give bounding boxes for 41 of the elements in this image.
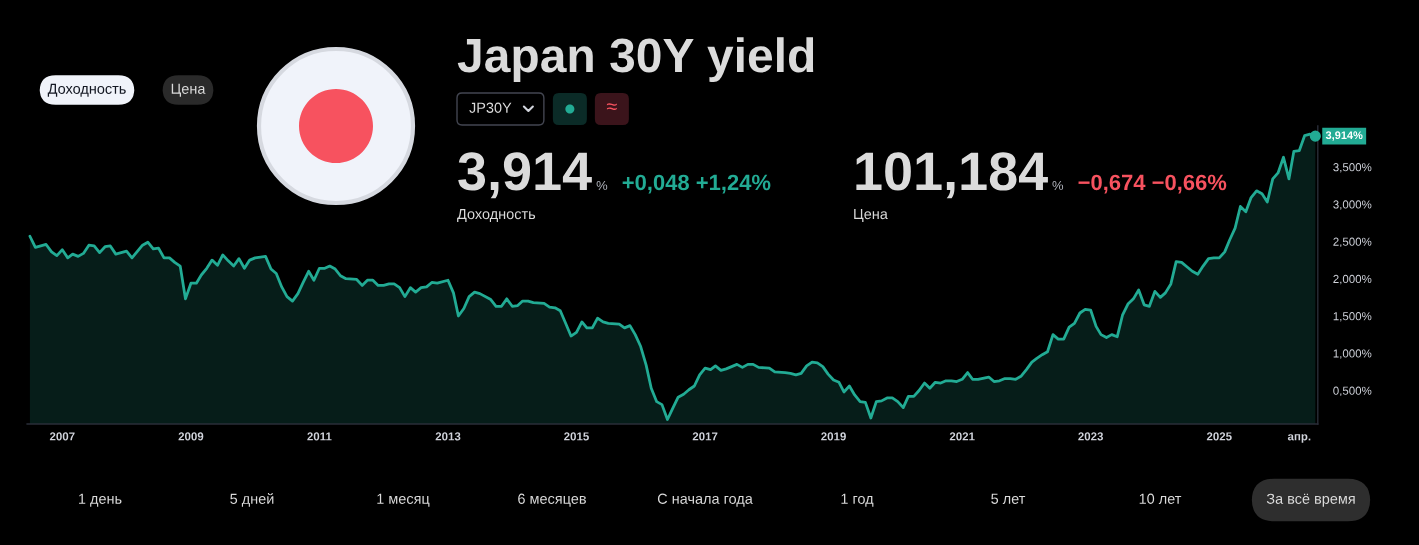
y-tick-label: 2,500%	[1333, 237, 1372, 248]
text: JP30Y	[469, 102, 512, 113]
y-tick-label: 3,500%	[1333, 163, 1372, 173]
text: ≈	[606, 103, 617, 110]
x-tick-label: 2007	[49, 432, 75, 441]
x-tick-label: 2013	[435, 432, 461, 441]
text: Доходность	[47, 83, 126, 97]
annotation: −0,674 −0,66%	[1078, 174, 1227, 194]
annotation: 101,184	[856, 152, 1048, 199]
text: За всё время	[1266, 493, 1355, 507]
y-tick-label: 1,500%	[1333, 312, 1372, 322]
text: Цена	[171, 83, 206, 97]
annotation: %	[1052, 180, 1064, 191]
y-tick-label: 0,500%	[1333, 386, 1372, 397]
chart-title: Japan 30Y yield	[457, 37, 814, 82]
y-tick-label: 1,000%	[1333, 349, 1372, 359]
text: 10 лет	[1139, 493, 1182, 504]
x-tick-label: 2025	[1206, 432, 1232, 441]
annotation: 3,914	[458, 152, 592, 199]
x-tick-label: 2021	[949, 432, 975, 441]
text: 5 лет	[991, 493, 1026, 504]
text: 6 месяцев	[518, 493, 586, 507]
text: 5 дней	[230, 493, 274, 507]
y-tick-label: 3,000%	[1333, 200, 1372, 210]
annotation: Доходность	[457, 209, 536, 222]
y-tick-label: 2,000%	[1333, 274, 1372, 285]
text: 1 месяц	[377, 493, 430, 507]
x-tick-label: апр.	[1287, 434, 1311, 443]
annotation: Цена	[854, 209, 888, 222]
x-tick-label: 2019	[821, 432, 846, 441]
x-tick-label: 2011	[307, 432, 332, 441]
text: С начала года	[657, 493, 753, 507]
text: 1 год	[841, 493, 874, 507]
text: 1 день	[79, 493, 122, 507]
x-tick-label: 2023	[1078, 432, 1104, 441]
x-tick-label: 2017	[692, 432, 718, 441]
annotation: 3,914%	[1325, 131, 1363, 141]
x-tick-label: 2015	[564, 432, 589, 441]
x-tick-label: 2009	[178, 432, 204, 441]
annotation: %	[596, 180, 608, 191]
annotation: +0,048 +1,24%	[622, 174, 771, 194]
